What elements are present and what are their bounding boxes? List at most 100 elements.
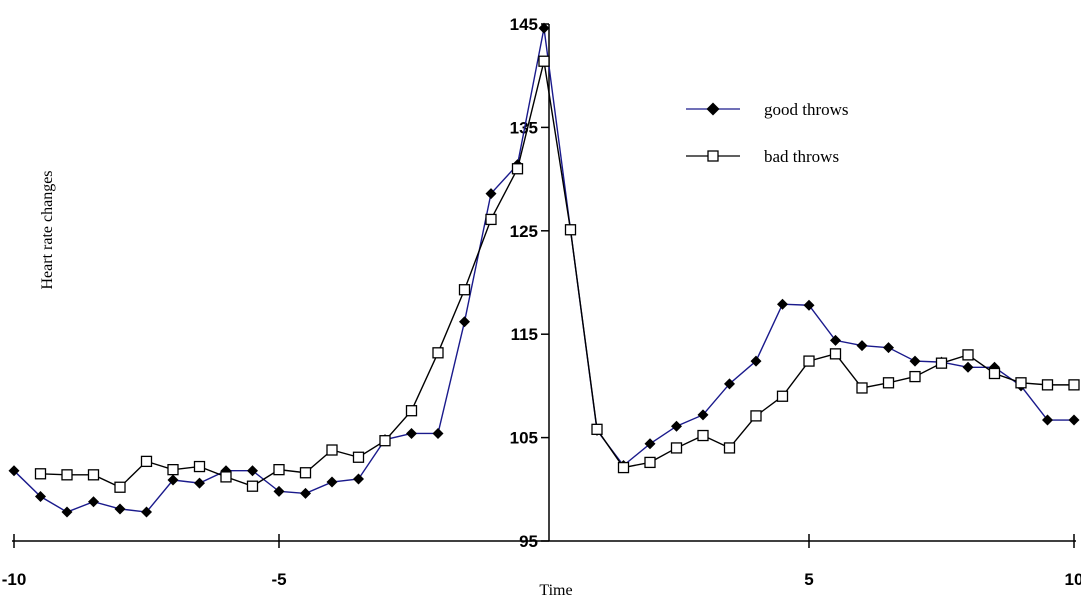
- data-point-bad-throws: [34, 468, 47, 480]
- data-point-bad-throws: [405, 405, 418, 417]
- y-axis-title: Heart rate changes: [39, 170, 56, 289]
- data-point-bad-throws: [750, 410, 762, 422]
- chart-legend: good throws bad throws: [686, 100, 849, 166]
- data-point-bad-throws: [352, 451, 365, 463]
- y-axis-ticks: 95 105 115 125 135 145: [510, 15, 549, 551]
- data-point-bad-throws: [299, 467, 312, 479]
- x-axis-title: Time: [539, 582, 572, 599]
- data-point-good-throws: [724, 378, 735, 390]
- data-point-bad-throws: [962, 349, 974, 361]
- data-point-bad-throws: [644, 456, 656, 469]
- data-point-good-throws: [61, 506, 73, 518]
- data-point-good-throws: [856, 340, 868, 352]
- data-point-bad-throws: [935, 357, 948, 369]
- data-point-good-throws: [8, 465, 20, 477]
- data-point-good-throws: [459, 316, 470, 328]
- series-good-throws: [8, 22, 1080, 518]
- data-point-good-throws: [485, 188, 497, 200]
- data-point-bad-throws: [617, 461, 630, 474]
- data-point-good-throws: [300, 487, 311, 499]
- data-point-good-throws: [883, 342, 894, 354]
- chart-axes: [12, 24, 1076, 542]
- data-point-good-throws: [141, 506, 152, 518]
- data-point-good-throws: [194, 477, 205, 489]
- legend-square-marker: [707, 150, 719, 162]
- y-tick-label: 125: [510, 222, 538, 241]
- series-layer: [8, 22, 1080, 518]
- data-point-good-throws: [697, 409, 709, 421]
- data-point-good-throws: [777, 298, 788, 310]
- data-point-bad-throws: [379, 435, 391, 447]
- data-point-bad-throws: [1015, 377, 1027, 389]
- data-point-bad-throws: [61, 469, 73, 481]
- data-point-bad-throws: [723, 442, 736, 454]
- data-point-bad-throws: [856, 382, 868, 394]
- x-tick-label: -5: [271, 570, 286, 589]
- data-point-good-throws: [962, 361, 974, 373]
- data-point-bad-throws: [803, 355, 815, 367]
- data-point-bad-throws: [220, 471, 232, 483]
- series-bad-throws: [34, 55, 1080, 493]
- data-point-bad-throws: [485, 213, 497, 226]
- series-line-good-throws: [13, 28, 1074, 513]
- data-point-bad-throws: [432, 347, 444, 359]
- data-point-good-throws: [432, 427, 444, 439]
- data-point-bad-throws: [1041, 379, 1054, 391]
- y-tick-label: 135: [510, 118, 538, 137]
- y-tick-label: 115: [511, 325, 538, 344]
- data-point-bad-throws: [538, 55, 550, 67]
- data-point-bad-throws: [909, 370, 921, 383]
- data-point-bad-throws: [273, 464, 285, 476]
- data-point-good-throws: [35, 491, 46, 503]
- data-point-bad-throws: [511, 163, 524, 175]
- data-point-bad-throws: [458, 284, 471, 296]
- data-point-good-throws: [750, 355, 762, 367]
- data-point-bad-throws: [246, 480, 259, 492]
- data-point-good-throws: [326, 476, 338, 488]
- legend-label-good-throws: good throws: [764, 100, 849, 119]
- data-point-bad-throws: [87, 469, 100, 481]
- data-point-bad-throws: [326, 444, 338, 456]
- data-point-bad-throws: [1068, 379, 1080, 391]
- data-point-bad-throws: [882, 377, 895, 389]
- data-point-bad-throws: [776, 390, 789, 402]
- data-point-bad-throws: [591, 423, 603, 435]
- data-point-good-throws: [88, 496, 99, 508]
- data-point-bad-throws: [697, 429, 709, 442]
- legend-diamond-marker: [706, 102, 720, 116]
- data-point-good-throws: [538, 22, 550, 34]
- data-point-good-throws: [671, 420, 682, 432]
- data-point-bad-throws: [829, 348, 842, 360]
- y-tick-label: 95: [519, 532, 538, 551]
- x-tick-label: 10: [1065, 570, 1081, 589]
- data-point-bad-throws: [167, 464, 179, 476]
- data-point-bad-throws: [988, 367, 1001, 380]
- data-point-good-throws: [406, 427, 417, 439]
- x-axis-ticks: -10 -5 5 10: [2, 534, 1081, 589]
- x-tick-label: -10: [2, 570, 27, 589]
- data-point-bad-throws: [670, 442, 683, 454]
- data-point-good-throws: [114, 503, 126, 515]
- series-line-bad-throws: [40, 61, 1074, 489]
- data-point-good-throws: [273, 485, 285, 497]
- data-point-bad-throws: [193, 460, 206, 473]
- data-point-good-throws: [644, 438, 656, 450]
- data-point-bad-throws: [564, 224, 577, 236]
- data-point-good-throws: [830, 334, 841, 346]
- data-point-good-throws: [353, 473, 364, 485]
- data-point-good-throws: [1068, 414, 1080, 426]
- data-point-good-throws: [909, 355, 921, 367]
- legend-item-bad-throws: bad throws: [686, 147, 839, 166]
- legend-label-bad-throws: bad throws: [764, 147, 839, 166]
- data-point-good-throws: [167, 474, 179, 486]
- data-point-good-throws: [1042, 414, 1053, 426]
- legend-item-good-throws: good throws: [686, 100, 849, 119]
- data-point-good-throws: [247, 465, 258, 477]
- data-point-good-throws: [803, 299, 815, 311]
- x-tick-label: 5: [804, 570, 813, 589]
- data-point-bad-throws: [114, 481, 126, 493]
- y-tick-label: 105: [510, 429, 538, 448]
- data-point-bad-throws: [140, 455, 153, 468]
- y-tick-label: 145: [510, 15, 538, 34]
